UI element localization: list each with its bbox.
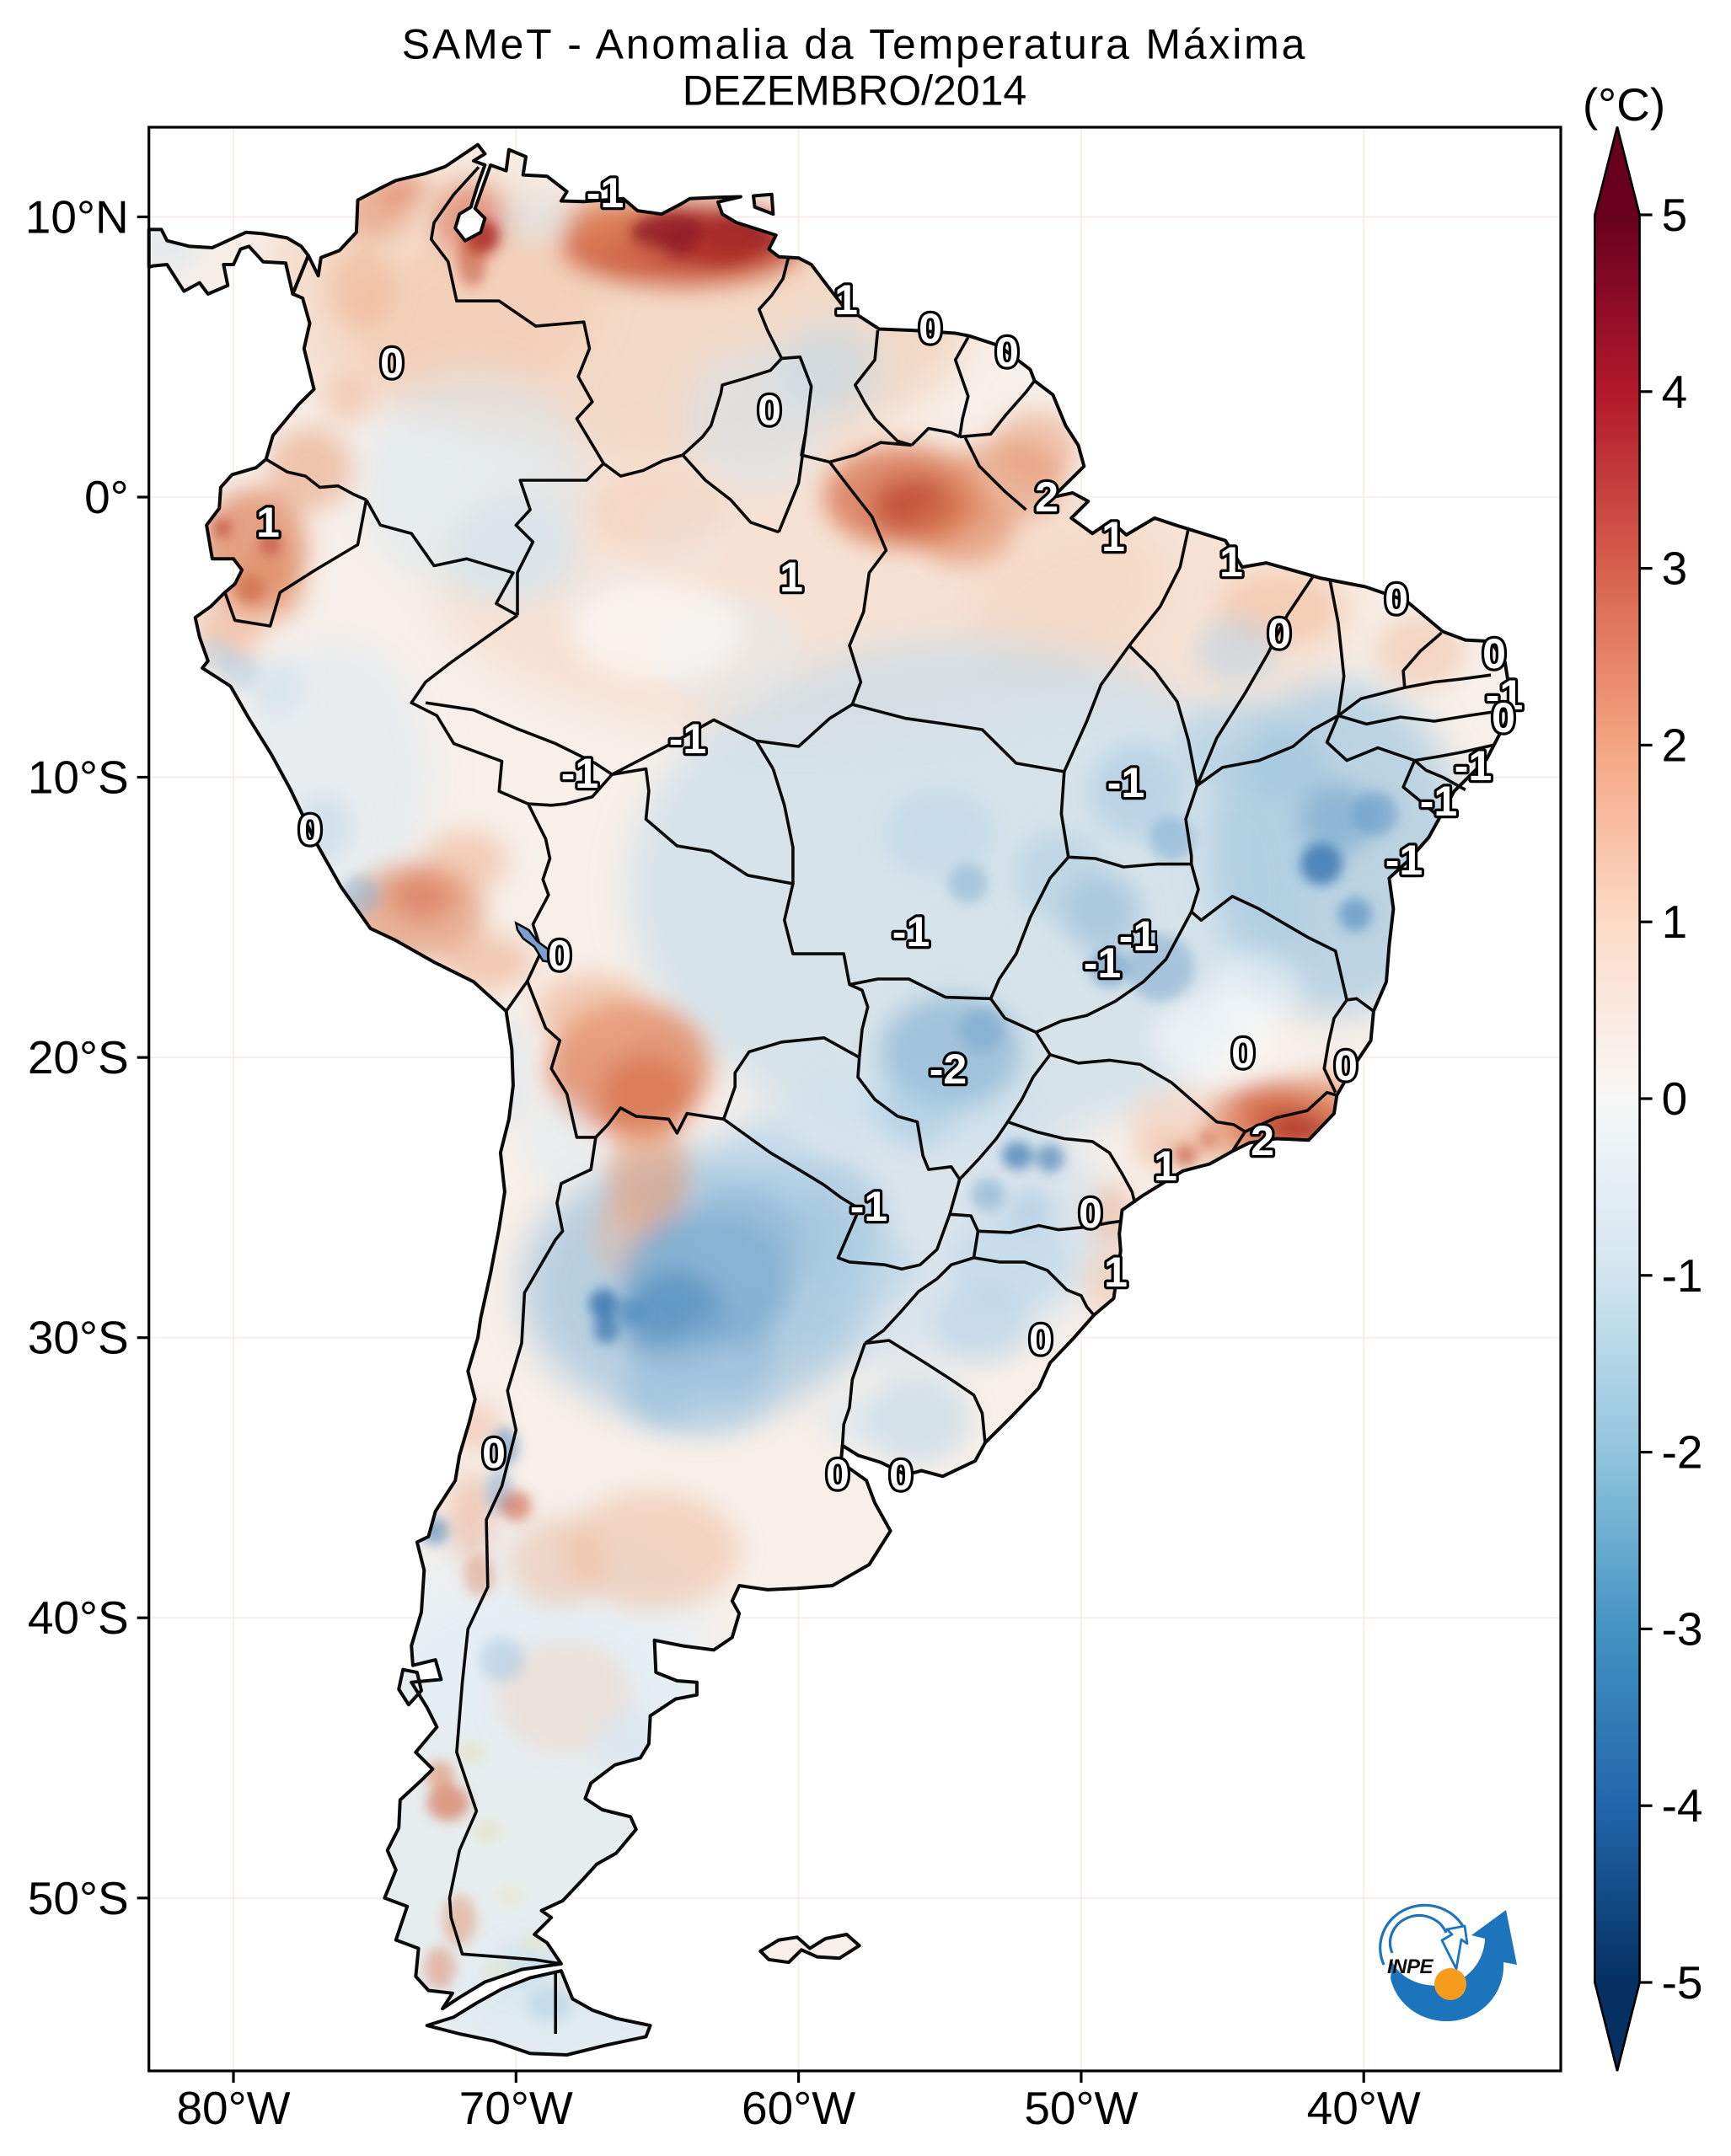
svg-text:-1: -1 xyxy=(1107,759,1144,806)
svg-text:-4: -4 xyxy=(1662,1779,1703,1832)
svg-text:0°: 0° xyxy=(84,471,129,523)
svg-text:0: 0 xyxy=(1662,1073,1688,1125)
svg-text:-5: -5 xyxy=(1662,1956,1703,2009)
svg-text:1: 1 xyxy=(256,499,280,546)
svg-text:SAMeT - Anomalia da Temperatur: SAMeT - Anomalia da Temperatura Máxima xyxy=(402,21,1307,68)
svg-text:-1: -1 xyxy=(1084,939,1121,987)
svg-text:60°W: 60°W xyxy=(742,2082,855,2134)
svg-text:50°S: 50°S xyxy=(28,1872,129,1924)
svg-text:10°N: 10°N xyxy=(25,190,129,243)
svg-text:1: 1 xyxy=(834,276,858,324)
svg-text:1: 1 xyxy=(1219,538,1243,586)
svg-text:0: 0 xyxy=(889,1452,913,1499)
svg-text:-1: -1 xyxy=(1486,671,1523,719)
svg-text:40°W: 40°W xyxy=(1307,2082,1421,2134)
svg-text:(°C): (°C) xyxy=(1583,78,1665,131)
svg-text:3: 3 xyxy=(1662,543,1688,595)
svg-text:0: 0 xyxy=(1267,610,1291,657)
svg-text:-2: -2 xyxy=(1662,1426,1703,1479)
svg-text:0: 0 xyxy=(919,305,942,352)
svg-text:10°S: 10°S xyxy=(28,752,129,804)
svg-text:-1: -1 xyxy=(587,169,624,217)
svg-text:5: 5 xyxy=(1662,189,1688,241)
svg-text:-1: -1 xyxy=(1455,742,1492,789)
svg-text:0: 0 xyxy=(1334,1042,1358,1089)
svg-text:-1: -1 xyxy=(1385,837,1423,884)
svg-text:0: 0 xyxy=(1079,1190,1102,1237)
svg-text:0: 0 xyxy=(482,1430,506,1477)
svg-text:0: 0 xyxy=(380,340,404,387)
svg-text:1: 1 xyxy=(1662,896,1688,948)
svg-text:1: 1 xyxy=(1101,513,1125,560)
svg-text:DEZEMBRO/2014: DEZEMBRO/2014 xyxy=(683,67,1026,115)
svg-text:0: 0 xyxy=(1482,630,1506,677)
svg-text:0: 0 xyxy=(298,806,322,853)
svg-text:2: 2 xyxy=(1662,719,1688,771)
svg-text:70°W: 70°W xyxy=(459,2082,573,2134)
svg-text:0: 0 xyxy=(758,387,781,434)
svg-text:20°S: 20°S xyxy=(28,1031,129,1083)
svg-text:-1: -1 xyxy=(850,1183,887,1230)
svg-text:0: 0 xyxy=(1385,575,1408,623)
svg-text:1: 1 xyxy=(780,554,803,601)
svg-text:1: 1 xyxy=(1154,1142,1177,1190)
svg-text:-1: -1 xyxy=(892,908,930,955)
svg-text:2: 2 xyxy=(1035,473,1058,521)
svg-text:INPE: INPE xyxy=(1387,1955,1434,1978)
svg-text:2: 2 xyxy=(1251,1117,1274,1164)
svg-text:0: 0 xyxy=(548,932,571,979)
svg-text:-1: -1 xyxy=(1420,778,1457,825)
svg-text:-1: -1 xyxy=(1662,1249,1703,1302)
svg-text:30°S: 30°S xyxy=(28,1312,129,1364)
svg-text:0: 0 xyxy=(1492,694,1515,741)
svg-text:4: 4 xyxy=(1662,366,1688,418)
svg-text:40°S: 40°S xyxy=(28,1592,129,1644)
svg-text:0: 0 xyxy=(826,1451,849,1498)
svg-text:-3: -3 xyxy=(1662,1602,1703,1655)
svg-text:1: 1 xyxy=(1104,1249,1128,1296)
svg-text:-1: -1 xyxy=(669,715,706,762)
svg-text:-1: -1 xyxy=(561,750,598,797)
svg-text:0: 0 xyxy=(995,329,1019,376)
svg-text:0: 0 xyxy=(1231,1030,1255,1077)
svg-text:-1: -1 xyxy=(1119,912,1156,960)
svg-text:80°W: 80°W xyxy=(176,2082,290,2134)
svg-text:50°W: 50°W xyxy=(1024,2082,1138,2134)
svg-text:-2: -2 xyxy=(930,1046,967,1093)
svg-text:0: 0 xyxy=(1029,1316,1053,1363)
